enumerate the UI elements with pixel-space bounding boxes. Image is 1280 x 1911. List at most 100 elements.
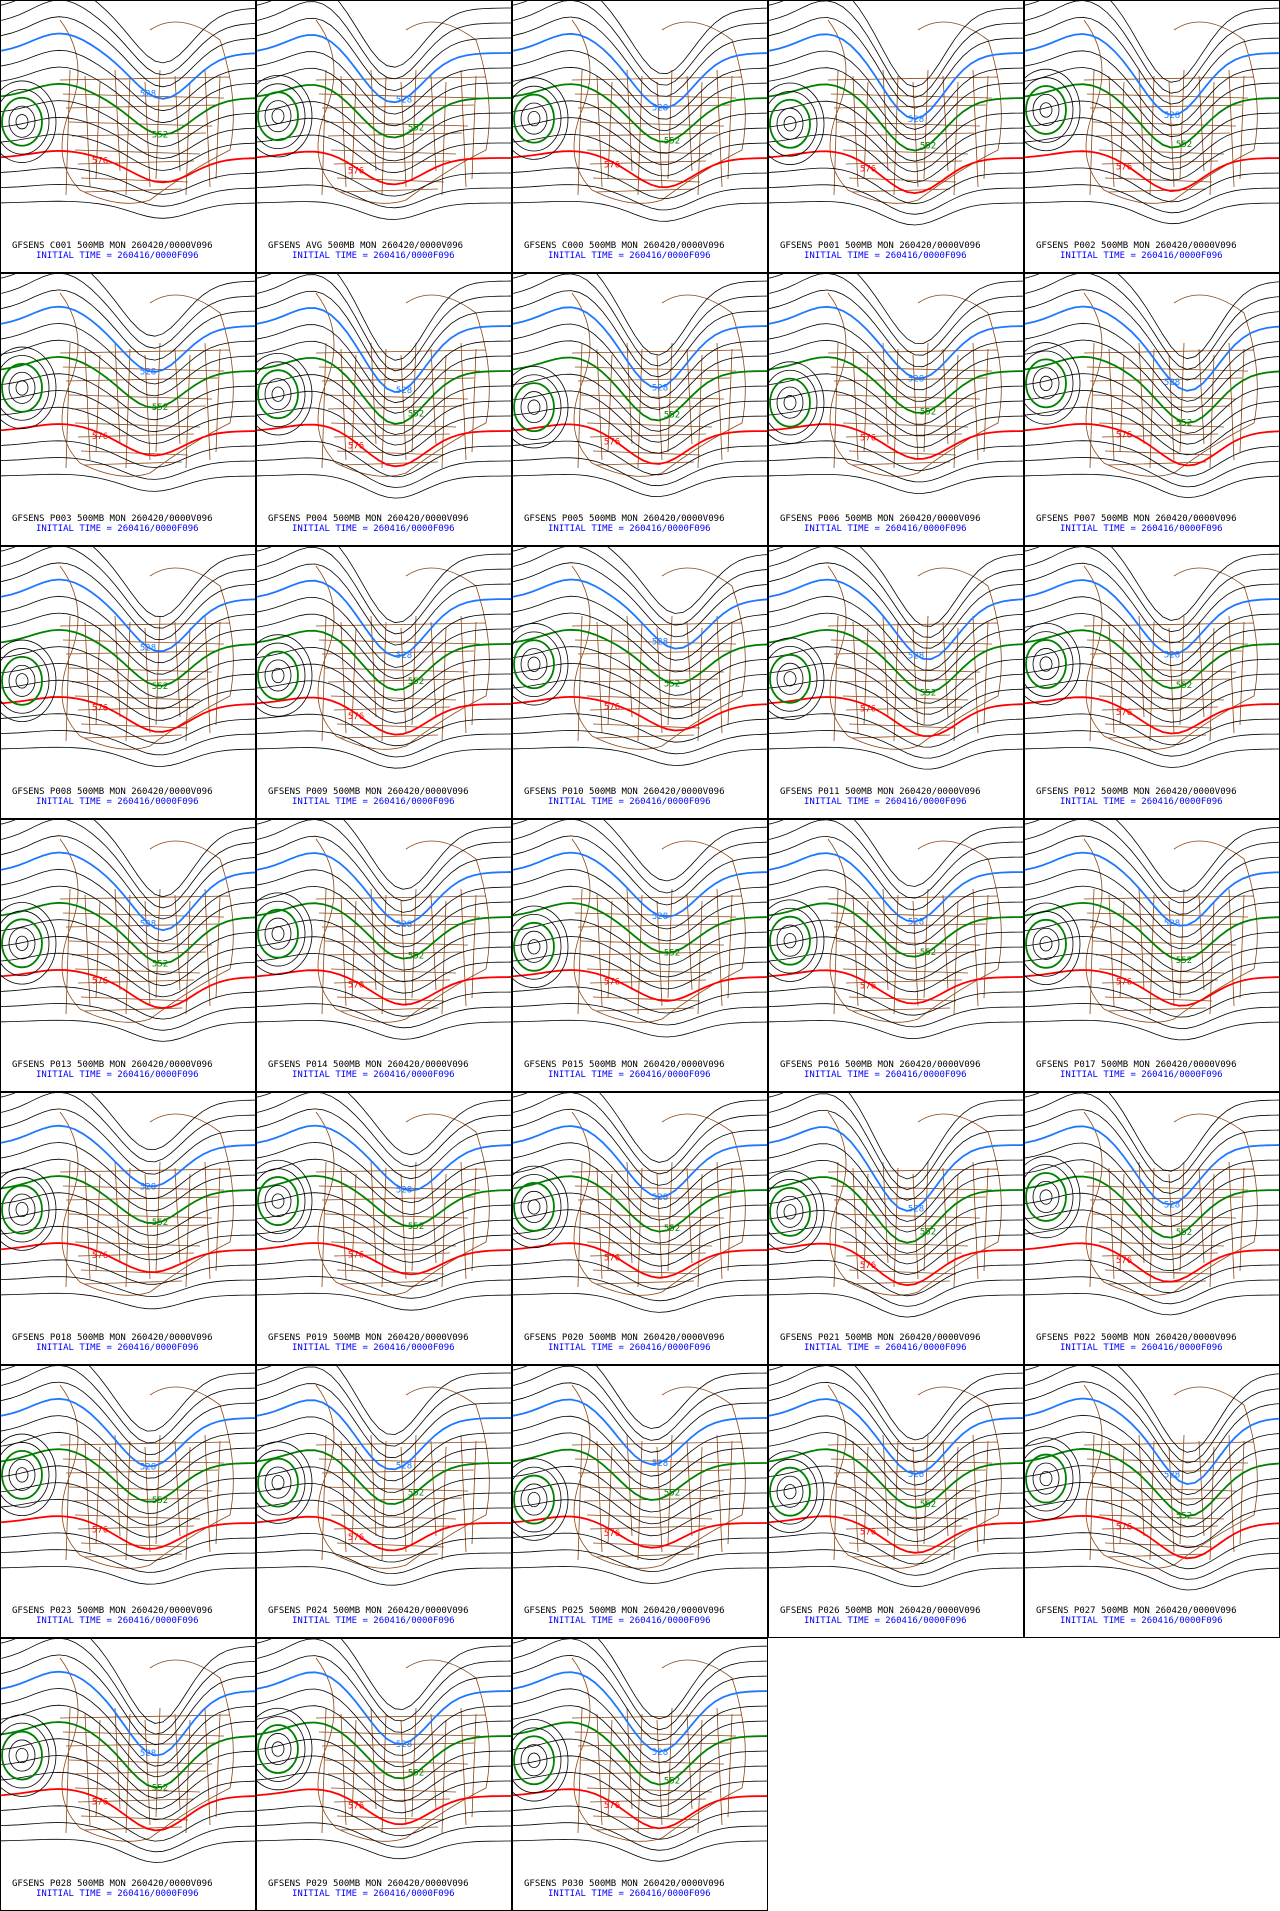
contour [512, 1566, 768, 1584]
contour [512, 167, 768, 200]
panel-title: GFSENS P005 500MB MON 260420/0000V096 [524, 514, 724, 524]
low-contour [1024, 350, 1074, 417]
contour-label: 576 [348, 712, 364, 722]
contour-label: 528 [652, 1748, 668, 1758]
contour [768, 1259, 1024, 1297]
contour [768, 730, 1024, 759]
contour [1024, 150, 1280, 193]
contour-label: 552 [920, 948, 936, 958]
map-area: 528 552 576 [512, 0, 768, 222]
panel-initial-time: INITIAL TIME = 260416/0000F096 [36, 1070, 199, 1080]
panel-title: GFSENS P015 500MB MON 260420/0000V096 [524, 1060, 724, 1070]
contour [0, 200, 256, 219]
contour [0, 1498, 256, 1538]
contour [768, 595, 1024, 671]
contour-label: 528 [140, 644, 156, 654]
border-lines [59, 565, 234, 750]
contour [768, 969, 1024, 1005]
map-panel: 528 552 576 GFSENS P010 500MB MON 260420/00… [512, 546, 768, 819]
contour [0, 1292, 256, 1310]
contour-label: 552 [408, 1222, 424, 1232]
map-panel: 528 552 576 GFSENS C000 500MB MON 260420/00… [512, 0, 768, 273]
map-area: 528 552 576 [1024, 273, 1280, 499]
contour [512, 1532, 768, 1561]
contour [768, 474, 1024, 494]
contour-label: 528 [652, 912, 668, 922]
low-contour [1024, 902, 1081, 986]
contour [768, 356, 1024, 414]
contour [768, 1532, 1024, 1565]
panel-title: GFSENS P012 500MB MON 260420/0000V096 [1036, 787, 1236, 797]
contour [0, 935, 256, 987]
contour [256, 34, 512, 104]
contour [1024, 117, 1280, 170]
map-area: 528 552 576 [256, 819, 512, 1040]
contour [512, 819, 768, 894]
contour [1024, 1209, 1280, 1261]
map-panel: 528 552 576 GFSENS P015 500MB MON 260420/00… [512, 819, 768, 1092]
low-contour [8, 664, 36, 697]
panel-title: GFSENS P022 500MB MON 260420/0000V096 [1036, 1333, 1236, 1343]
panel-border [512, 1092, 768, 1365]
contour [512, 868, 768, 930]
low-contour [769, 653, 811, 704]
contour [0, 273, 256, 337]
contour [1024, 373, 1280, 434]
contour [768, 1448, 1024, 1509]
low-contour [271, 108, 285, 124]
contour [768, 167, 1024, 205]
contour [0, 885, 256, 953]
contour-label: 528 [396, 386, 412, 396]
contour [1024, 1514, 1280, 1560]
contour [768, 273, 1024, 345]
contour [1024, 579, 1280, 656]
map-panel: 528 552 576 GFSENS P011 500MB MON 260420/00… [768, 546, 1024, 819]
low-contour [15, 380, 29, 396]
contour [512, 1638, 768, 1731]
contour [512, 1125, 768, 1198]
low-contour [256, 361, 306, 427]
contour-label: 528 [1164, 919, 1180, 929]
contour-label: 552 [1176, 1511, 1192, 1521]
map-area: 528 552 576 [512, 1638, 768, 1862]
contour [768, 1093, 1024, 1191]
low-contour [256, 1449, 306, 1516]
contour [1024, 596, 1280, 667]
panel-border [256, 546, 512, 819]
low-contour [1039, 1189, 1053, 1205]
contour [0, 1532, 256, 1562]
contour [1024, 1532, 1280, 1570]
low-contour [512, 623, 569, 706]
contour [256, 1705, 512, 1768]
contour [1024, 562, 1280, 644]
contour-label: 528 [652, 1459, 668, 1469]
panel-initial-time: INITIAL TIME = 260416/0000F096 [804, 1343, 967, 1353]
contour [768, 83, 1024, 152]
contour [256, 730, 512, 758]
map-area: 528 552 576 [256, 1365, 512, 1586]
low-contour [257, 91, 299, 142]
low-contour [512, 1727, 562, 1794]
low-contour [264, 1185, 292, 1218]
contour-label: 576 [604, 1801, 620, 1811]
low-contour [0, 1433, 57, 1517]
contour [0, 1415, 256, 1479]
map-area: 528 552 576 [768, 546, 1024, 770]
contour-label: 576 [604, 702, 620, 712]
map-area: 528 552 576 [512, 273, 768, 498]
contour [768, 953, 1024, 993]
contour [512, 423, 768, 465]
contour [512, 746, 768, 766]
panel-border [256, 1092, 512, 1365]
contour-label: 528 [140, 919, 156, 929]
contour [512, 457, 768, 487]
panel-title: GFSENS P001 500MB MON 260420/0000V096 [780, 241, 980, 251]
contour [1024, 1092, 1280, 1172]
contour-label: 552 [152, 1783, 168, 1793]
contour [1024, 1498, 1280, 1549]
contour [256, 1433, 512, 1493]
panel-initial-time: INITIAL TIME = 260416/0000F096 [548, 251, 711, 261]
panel-title: GFSENS AVG 500MB MON 260420/0000V096 [268, 241, 463, 251]
low-contour [1024, 631, 1074, 697]
contour [768, 986, 1024, 1016]
